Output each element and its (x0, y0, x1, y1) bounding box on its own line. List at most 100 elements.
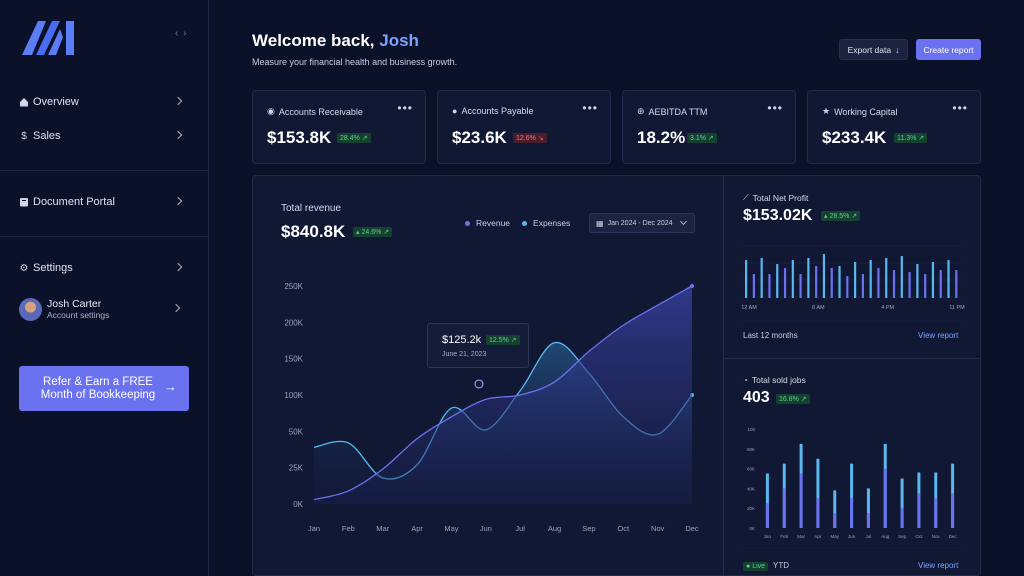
calendar-icon: ▦ (596, 218, 604, 228)
revenue-chart: 250K 200K 150K 100K 50K 25K 0K Jan Feb Mar Apr May J… (284, 282, 699, 533)
sidebar-item-overview[interactable]: Overview (19, 92, 189, 112)
divider (0, 170, 209, 171)
account-settings[interactable]: Josh Carter Account settings (19, 297, 189, 323)
home-icon (19, 97, 29, 107)
card-working-capital: ★ Working Capital ••• $233.4K 11.3% ↗ (807, 90, 981, 164)
y-tick-label: 200K (284, 318, 303, 327)
user-first-name: Josh (379, 31, 419, 50)
revenue-panel: 250K 200K 150K 100K 50K 25K 0K Jan Feb Mar Apr May J… (252, 175, 981, 576)
sold-jobs-view-report-link[interactable]: View report (918, 561, 959, 570)
chevron-right-icon (173, 96, 183, 106)
net-profit-badge: ▴ 28.5% ↗ (821, 211, 861, 221)
bar-blue (917, 472, 921, 528)
refer-button[interactable]: Refer & Earn a FREE Month of Bookkeeping… (19, 366, 189, 411)
bar (807, 258, 810, 298)
x-tick-label: Mar (376, 524, 389, 533)
bar-blue (951, 463, 955, 528)
x-tick-label: Feb (342, 524, 355, 533)
bar (885, 258, 888, 298)
card-label: Accounts Payable (461, 106, 534, 116)
bar (947, 260, 950, 298)
divider (0, 236, 209, 237)
chevron-right-icon (173, 130, 183, 140)
bar-purple (917, 493, 921, 528)
bar (939, 270, 942, 298)
chart-legend: Revenue Expenses (465, 218, 582, 228)
user-subtitle: Account settings (47, 310, 110, 320)
bar (869, 260, 872, 298)
x-tick-label: Dec (685, 524, 699, 533)
more-icon[interactable]: ••• (582, 101, 598, 115)
sold-jobs-footer: ● Live YTD (743, 561, 789, 571)
sidebar-item-document-portal[interactable]: Document Portal (19, 192, 189, 212)
bar (799, 274, 802, 298)
card-label: Working Capital (834, 106, 898, 117)
tooltip-badge: 12.5% ↗ (486, 335, 520, 345)
x-tick-label: Oct (915, 534, 923, 539)
divider (723, 176, 724, 575)
bar (908, 272, 911, 298)
create-report-button[interactable]: Create report (916, 39, 981, 60)
revenue-change-badge: ▴ 24.6% ↗ (353, 227, 393, 237)
sidebar-item-label: Overview (33, 96, 79, 108)
series-area-revenue (314, 286, 692, 504)
chevron-right-icon (173, 196, 183, 206)
revenue-value: $840.8K (281, 222, 346, 241)
bar-blue (850, 463, 854, 528)
bar-purple (900, 508, 904, 528)
export-data-button[interactable]: Export data ↓ (839, 39, 908, 60)
eye-icon: ◉ (267, 106, 275, 116)
collapse-icon[interactable]: ‹ › (175, 28, 188, 39)
net-profit-value: $153.02K (743, 207, 813, 224)
bar-purple (883, 468, 887, 528)
x-tick-label: Dec (949, 534, 958, 539)
x-tick-label: Apr (411, 524, 423, 533)
x-tick-label: Jan (764, 534, 772, 539)
download-icon: ↓ (895, 44, 900, 55)
gear-icon: ⚙ (19, 262, 29, 274)
more-icon[interactable]: ••• (767, 101, 783, 115)
more-icon[interactable]: ••• (952, 101, 968, 115)
sidebar-item-label: Sales (33, 130, 61, 142)
clock-icon: ◔ (743, 375, 748, 385)
bar (760, 258, 763, 298)
legend-expenses[interactable]: Expenses (522, 218, 570, 228)
refer-line-2: Month of Bookkeeping (40, 388, 156, 401)
change-badge: 12.6% ↘ (513, 133, 547, 143)
legend-revenue[interactable]: Revenue (465, 218, 510, 228)
sidebar-item-label: Settings (33, 262, 73, 274)
date-range-select[interactable]: ▦ Jan 2024 - Dec 2024 (589, 213, 695, 233)
bar-purple (934, 498, 938, 528)
more-icon[interactable]: ••• (397, 101, 413, 115)
x-tick-label: Oct (617, 524, 630, 533)
card-accounts-payable: ● Accounts Payable ••• $23.6K 12.6% ↘ (437, 90, 611, 164)
bar (877, 268, 880, 298)
bar-purple (799, 473, 803, 528)
net-profit-view-report-link[interactable]: View report (918, 331, 959, 340)
live-badge: ● Live (743, 562, 769, 571)
trend-icon: ⟋ (743, 193, 749, 202)
sidebar-item-sales[interactable]: $ Sales (19, 126, 189, 146)
bar-purple (782, 488, 786, 528)
tooltip-value: $125.2k (442, 334, 482, 346)
bar (783, 268, 787, 298)
logo[interactable] (22, 17, 78, 55)
welcome-text: Welcome back, (252, 31, 375, 50)
bar-blue (883, 443, 887, 528)
sidebar: ‹ › Overview $ Sales Document Portal ⚙ S… (0, 0, 209, 576)
sidebar-item-settings[interactable]: ⚙ Settings (19, 258, 189, 278)
change-badge: 28.4% ↗ (337, 133, 371, 143)
bar (916, 264, 919, 298)
x-tick-label: Mar (797, 534, 805, 539)
date-range-value: Jan 2024 - Dec 2024 (607, 219, 673, 227)
card-accounts-receivable: ◉ Accounts Receivable ••• $153.8K 28.4% ↗ (252, 90, 426, 164)
y-tick-label: 20K (747, 506, 755, 511)
y-tick-label: 40K (747, 486, 755, 491)
series-line-revenue (313, 285, 693, 501)
card-value: $153.8K (267, 128, 332, 147)
bar-blue (900, 478, 904, 528)
card-aebitda-ttm: ⊕ AEBITDA TTM ••• 18.2% 3.1% ↗ (622, 90, 796, 164)
avatar (19, 298, 42, 321)
bar (745, 260, 748, 298)
x-tick-label: Sep (898, 534, 907, 539)
